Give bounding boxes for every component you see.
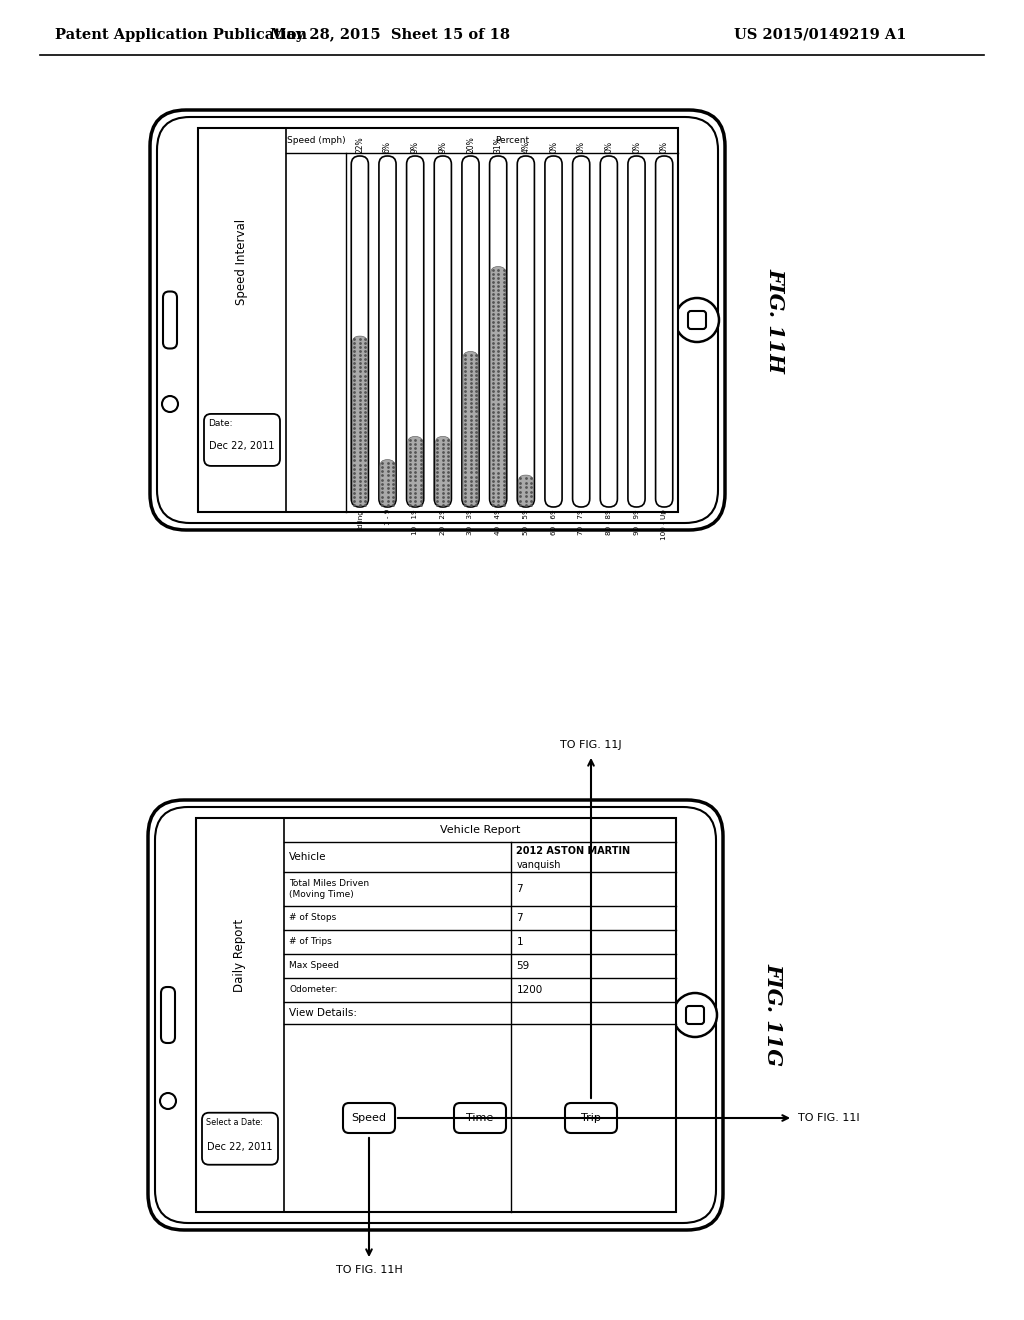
FancyBboxPatch shape [572,156,590,507]
FancyBboxPatch shape [150,110,725,531]
Text: 60 - 69: 60 - 69 [551,510,556,535]
Text: 9%: 9% [438,141,447,153]
FancyBboxPatch shape [407,156,424,507]
Text: Speed (mph): Speed (mph) [287,136,345,145]
FancyBboxPatch shape [628,156,645,507]
FancyBboxPatch shape [489,156,507,507]
Text: Time: Time [466,1113,494,1123]
Text: Idling: Idling [356,510,362,529]
FancyBboxPatch shape [688,312,706,329]
Text: # of Trips: # of Trips [289,937,332,946]
Bar [198,128,678,512]
Text: Vehicle Report: Vehicle Report [440,825,520,836]
Text: 6%: 6% [383,141,392,153]
Text: 50 - 59: 50 - 59 [523,510,528,535]
Text: TO FIG. 11I: TO FIG. 11I [798,1113,859,1123]
Text: 1 - 9: 1 - 9 [384,510,390,525]
FancyBboxPatch shape [463,351,478,506]
Text: 2012 ASTON MARTIN: 2012 ASTON MARTIN [516,846,631,855]
Text: Speed: Speed [351,1113,386,1123]
Text: 70 - 79: 70 - 79 [579,510,584,535]
Text: TO FIG. 11J: TO FIG. 11J [560,741,622,750]
FancyBboxPatch shape [204,414,280,466]
Text: Speed Interval: Speed Interval [236,219,249,305]
Text: Dec 22, 2011: Dec 22, 2011 [209,441,274,451]
FancyBboxPatch shape [434,156,452,507]
Text: 0%: 0% [632,141,641,153]
Text: 1: 1 [516,937,523,946]
Text: 0%: 0% [549,141,558,153]
Text: 31%: 31% [494,136,503,153]
Text: 0%: 0% [604,141,613,153]
FancyBboxPatch shape [202,1113,278,1164]
FancyBboxPatch shape [343,1104,395,1133]
Bar [196,818,676,1212]
Text: 20%: 20% [466,136,475,153]
Text: 40 - 49: 40 - 49 [496,510,501,535]
Text: 0%: 0% [659,141,669,153]
FancyBboxPatch shape [351,156,369,507]
FancyBboxPatch shape [462,156,479,507]
Text: Max Speed: Max Speed [289,961,339,970]
Text: Daily Report: Daily Report [233,919,247,993]
FancyBboxPatch shape [161,987,175,1043]
FancyBboxPatch shape [518,475,534,506]
Text: Percent: Percent [495,136,529,145]
Text: vanquish: vanquish [516,859,561,870]
Text: 7: 7 [516,884,523,894]
Text: US 2015/0149219 A1: US 2015/0149219 A1 [734,28,906,42]
Text: 80 - 89: 80 - 89 [606,510,611,535]
FancyBboxPatch shape [148,800,723,1230]
FancyBboxPatch shape [655,156,673,507]
Text: 22%: 22% [355,136,365,153]
Text: May 28, 2015  Sheet 15 of 18: May 28, 2015 Sheet 15 of 18 [270,28,510,42]
FancyBboxPatch shape [408,437,423,506]
Text: 7: 7 [516,913,523,923]
Text: Trip: Trip [581,1113,601,1123]
FancyBboxPatch shape [517,156,535,507]
Text: 1200: 1200 [516,985,543,995]
FancyBboxPatch shape [157,117,718,523]
Text: Dec 22, 2011: Dec 22, 2011 [207,1142,272,1151]
FancyBboxPatch shape [379,156,396,507]
Text: FIG. 11H: FIG. 11H [765,268,785,372]
FancyBboxPatch shape [565,1104,617,1133]
Text: 10 - 19: 10 - 19 [413,510,418,535]
FancyBboxPatch shape [352,337,368,506]
Text: 9%: 9% [411,141,420,153]
Text: Odometer:: Odometer: [289,986,337,994]
FancyBboxPatch shape [545,156,562,507]
Text: Select a Date:: Select a Date: [206,1118,263,1127]
Text: Vehicle: Vehicle [289,851,327,862]
Text: 90 - 99: 90 - 99 [634,510,640,535]
Text: Total Miles Driven
(Moving Time): Total Miles Driven (Moving Time) [289,879,369,899]
Circle shape [162,396,178,412]
Text: 20 - 29: 20 - 29 [440,510,445,535]
Text: TO FIG. 11H: TO FIG. 11H [336,1265,402,1275]
FancyBboxPatch shape [380,459,395,506]
Text: Patent Application Publication: Patent Application Publication [55,28,307,42]
Circle shape [160,1093,176,1109]
FancyBboxPatch shape [490,267,506,506]
FancyBboxPatch shape [435,437,451,506]
Text: 30 - 39: 30 - 39 [468,510,473,535]
FancyBboxPatch shape [600,156,617,507]
Text: 100 - Up: 100 - Up [662,510,668,540]
Text: # of Stops: # of Stops [289,913,336,923]
FancyBboxPatch shape [454,1104,506,1133]
FancyBboxPatch shape [155,807,716,1224]
Text: 59: 59 [516,961,529,972]
Text: FIG. 11G: FIG. 11G [763,964,783,1067]
Text: 4%: 4% [521,141,530,153]
Text: View Details:: View Details: [289,1008,357,1018]
FancyBboxPatch shape [163,292,177,348]
Circle shape [673,993,717,1038]
Text: Date:: Date: [208,420,232,429]
FancyBboxPatch shape [686,1006,705,1024]
Circle shape [675,298,719,342]
Text: 0%: 0% [577,141,586,153]
